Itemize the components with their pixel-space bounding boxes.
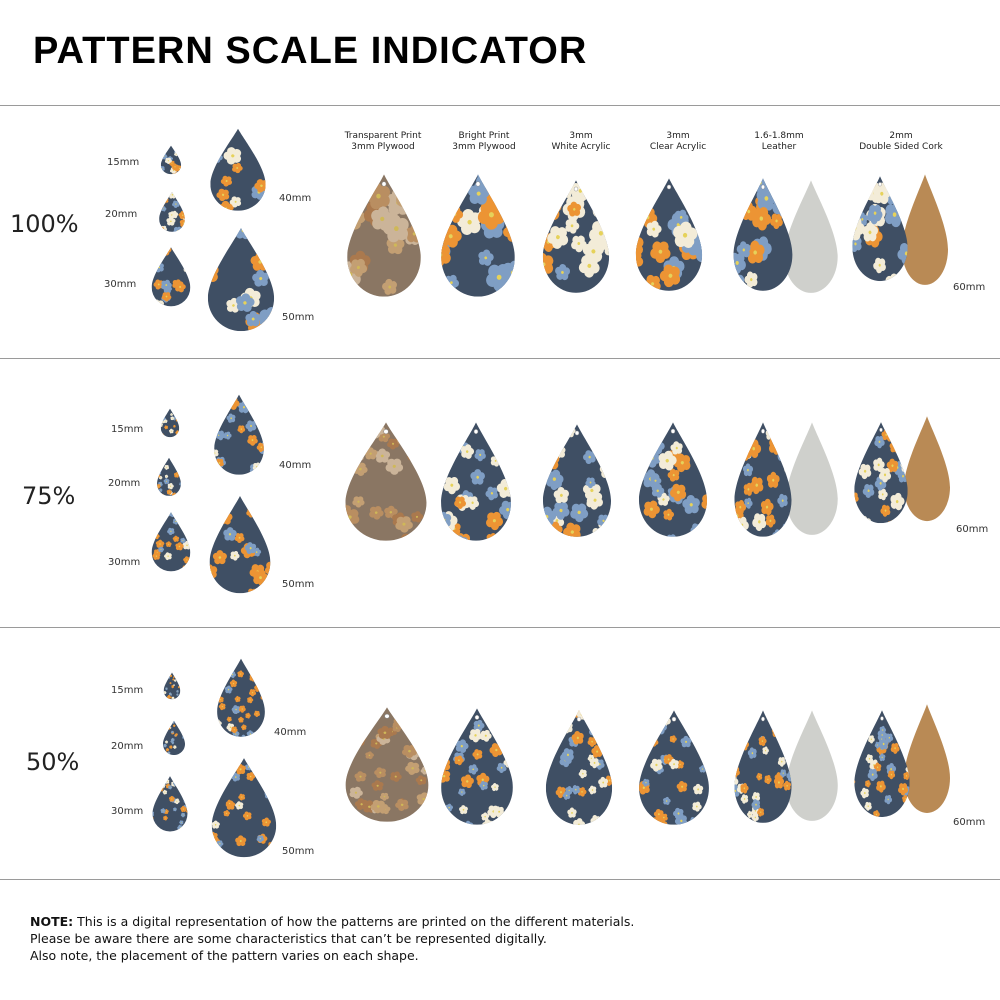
leather-back-teardrop [786,710,838,821]
size-sample-teardrop [217,658,265,737]
note-line3: Also note, the placement of the pattern … [30,948,419,963]
material-label: 3mm Clear Acrylic [649,131,707,152]
material-label: Bright Print 3mm Plywood [452,131,516,152]
material-sample-teardrop [542,424,612,537]
size-label-20mm: 20mm [105,209,138,220]
size-label-40mm: 40mm [274,727,307,738]
divider [0,358,1000,359]
size-sample-teardrop [214,394,264,475]
size-label-40mm: 40mm [279,193,312,204]
size-label-50mm: 50mm [282,579,315,590]
size-label-30mm: 30mm [111,806,144,817]
material-sample-teardrop [733,178,793,291]
leather-back-teardrop [784,180,838,293]
note-label: NOTE: [30,914,74,929]
material-sample-teardrop [639,710,709,825]
divider [0,105,1000,106]
material-sample-teardrop [345,707,429,822]
note-line1: This is a digital representation of how … [73,914,635,929]
material-label: 1.6-1.8mm Leather [754,131,804,152]
size-label-30mm: 30mm [104,279,137,290]
material-label: Transparent Print 3mm Plywood [344,131,422,152]
size-sample-teardrop [157,457,181,496]
divider [0,627,1000,628]
material-sample-teardrop [542,180,610,293]
size-label-40mm: 40mm [279,460,312,471]
note: NOTE: This is a digital representation o… [30,913,634,964]
size-sample-teardrop [152,776,188,832]
size-sample-teardrop [160,408,180,438]
size-label-20mm: 20mm [108,478,141,489]
size-label-60mm: 60mm [956,524,989,535]
material-sample-teardrop [854,422,908,524]
size-label-60mm: 60mm [953,817,986,828]
leather-back-teardrop [786,422,838,535]
size-sample-teardrop [159,191,185,232]
note-line2: Please be aware there are some character… [30,931,547,946]
size-sample-teardrop [160,145,182,175]
scale-label-75: 75% [22,482,76,510]
size-sample-teardrop [207,228,275,332]
material-sample-teardrop [852,176,908,282]
size-sample-teardrop [162,720,186,756]
material-sample-teardrop [441,422,511,541]
material-label: 3mm White Acrylic [551,131,611,152]
cork-back-teardrop [902,174,948,285]
size-sample-teardrop [151,512,191,572]
page-title: PATTERN SCALE INDICATOR [33,30,588,72]
material-sample-teardrop [441,708,513,825]
material-sample-teardrop [545,710,613,825]
size-label-15mm: 15mm [111,424,144,435]
size-label-60mm: 60mm [953,282,986,293]
material-sample-teardrop [347,174,421,297]
size-sample-teardrop [151,247,191,307]
size-sample-teardrop [209,496,271,594]
size-sample-teardrop [163,672,181,700]
size-label-30mm: 30mm [108,557,141,568]
material-sample-teardrop [734,422,792,537]
size-label-15mm: 15mm [111,685,144,696]
size-sample-teardrop [211,758,277,858]
scale-label-100: 100% [10,210,79,238]
size-label-20mm: 20mm [111,741,144,752]
scale-label-50: 50% [26,748,80,776]
material-sample-teardrop [441,174,515,297]
divider [0,879,1000,880]
material-sample-teardrop [635,178,703,291]
material-sample-teardrop [638,422,708,537]
material-label: 2mm Double Sided Cork [859,131,943,152]
material-sample-teardrop [734,710,792,823]
size-label-15mm: 15mm [107,157,140,168]
material-sample-teardrop [854,710,910,818]
material-sample-teardrop [345,422,427,541]
size-label-50mm: 50mm [282,846,315,857]
cork-back-teardrop [904,416,950,522]
size-label-50mm: 50mm [282,312,315,323]
size-sample-teardrop [210,128,266,211]
cork-back-teardrop [904,704,950,813]
